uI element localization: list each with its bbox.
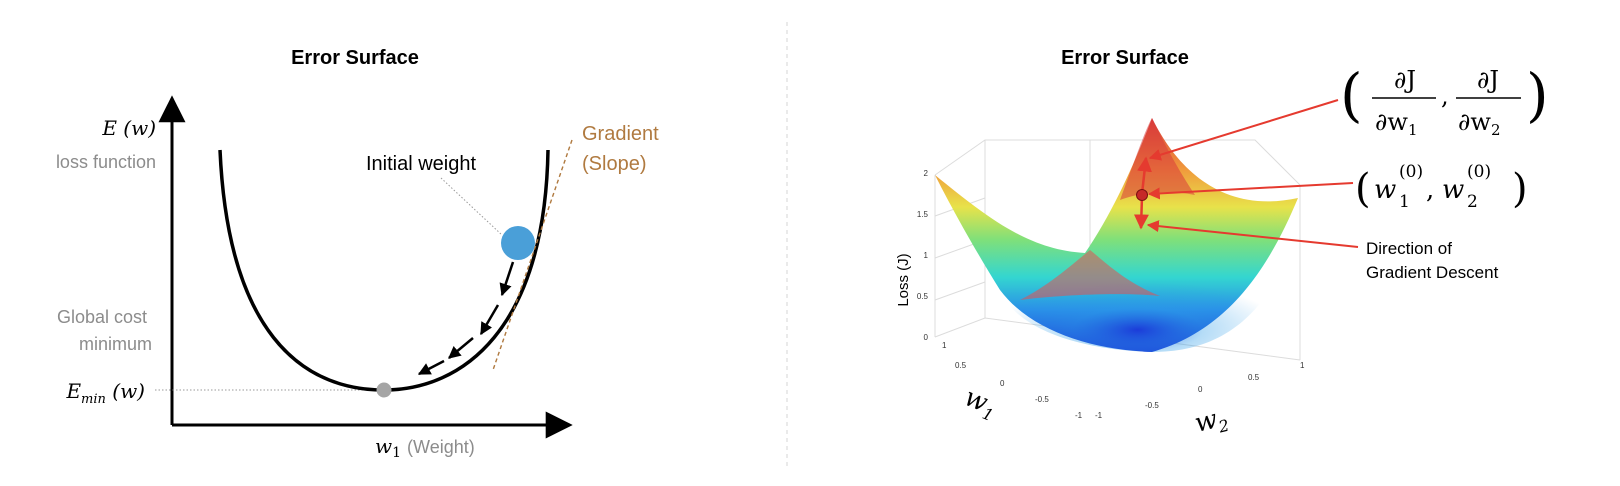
emin-symbol: E <box>65 379 81 403</box>
w2-tick: 0 <box>1198 385 1203 394</box>
point-w2-sub: 2 <box>1467 192 1478 212</box>
w1-tick: -1 <box>1075 411 1083 420</box>
z-axis-label: Loss (J) <box>895 253 912 306</box>
w2-symbol: w <box>1192 404 1221 438</box>
y-axis-label: loss function <box>56 152 156 172</box>
z-tick: 1.5 <box>917 210 929 219</box>
point-w1: w <box>1374 175 1396 205</box>
gradient-label: Gradient (Slope) <box>582 123 664 175</box>
initial-point <box>1136 189 1148 201</box>
partial-den-2: ∂w2 <box>1458 108 1501 139</box>
w1-tick: 0.5 <box>955 361 967 370</box>
w2-tick: 1 <box>1300 361 1305 370</box>
left-title: Error Surface <box>291 47 419 69</box>
gradient-slope-line <box>492 139 573 371</box>
surface-bowl <box>1005 263 1270 352</box>
global-min-label: Global cost minimum <box>57 307 152 354</box>
emin-arg: (w) <box>106 379 145 403</box>
descent-down-arrow <box>1133 195 1149 230</box>
initial-weight-label: Initial weight <box>366 153 477 175</box>
point-formula: ( w (0) 1 , w (0) 2 ) <box>1355 162 1528 212</box>
point-w2-var: w <box>1442 175 1464 205</box>
descent-callout-arrow <box>1146 220 1359 248</box>
z-axis: 0 0.5 1 1.5 2 Loss (J) <box>895 169 929 342</box>
point-callout-arrow <box>1147 182 1354 200</box>
global-min-line-2: minimum <box>79 334 152 354</box>
w1-tick: 1 <box>942 341 947 350</box>
surface-back-peak <box>1120 118 1195 200</box>
x-axis-weight: (Weight) <box>407 437 475 457</box>
point-w2: w <box>1442 175 1464 205</box>
x-axis-label: w1 (Weight) <box>375 434 475 461</box>
z-tick: 0.5 <box>917 292 929 301</box>
w1-label: w1 <box>959 382 1001 425</box>
emin-label: Emin (w) <box>65 379 145 407</box>
w1-axis: 1 0.5 0 -0.5 -1 w1 <box>942 341 1083 425</box>
formula-paren-left: ( <box>1340 61 1363 129</box>
w2-label: w2 <box>1192 402 1231 442</box>
initial-weight-ball <box>501 226 535 260</box>
w2-tick: -1 <box>1095 411 1103 420</box>
partial-den-2-var: ∂w <box>1458 108 1491 136</box>
w2-tick: 0.5 <box>1248 373 1260 382</box>
z-tick: 1 <box>924 251 929 260</box>
point-w2-sup: (0) <box>1467 162 1491 182</box>
w2-axis: -1 -0.5 0 0.5 1 w2 <box>1095 361 1305 442</box>
partial-num-2: ∂J <box>1477 66 1499 94</box>
partial-den-1-var: ∂w <box>1375 108 1408 136</box>
descent-arrow-4 <box>417 359 445 376</box>
point-paren-right: ) <box>1512 166 1528 212</box>
z-tick: 2 <box>924 169 929 178</box>
direction-line-1: Direction of <box>1366 239 1452 258</box>
gradient-callout-arrow <box>1148 99 1339 161</box>
partial-num-1: ∂J <box>1394 66 1416 94</box>
w1-tick: 0 <box>1000 379 1005 388</box>
descent-arrow-3 <box>448 337 474 359</box>
global-min-dot <box>376 382 392 398</box>
formula-comma: , <box>1441 82 1449 110</box>
w2-subscript: 2 <box>1216 416 1231 437</box>
z-tick: 0 <box>924 333 929 342</box>
surface-front-ridge <box>1020 250 1160 300</box>
point-comma: , <box>1426 175 1434 205</box>
direction-line-2: Gradient Descent <box>1366 263 1499 282</box>
right-title: Error Surface <box>1061 47 1189 69</box>
formula-paren-right: ) <box>1526 61 1549 129</box>
descent-arrow-2 <box>479 304 500 336</box>
global-min-line-1: Global cost <box>57 307 147 327</box>
point-w1-sup: (0) <box>1399 162 1423 182</box>
y-axis-symbol: E (w) <box>101 116 156 140</box>
direction-label: Direction of Gradient Descent <box>1366 239 1499 282</box>
left-panel: Error Surface E (w) loss function Global… <box>56 47 664 461</box>
gradient-line-2: (Slope) <box>582 153 646 175</box>
partial-den-1: ∂w1 <box>1375 108 1418 139</box>
point-paren-left: ( <box>1355 166 1371 212</box>
w1-tick: -0.5 <box>1035 395 1049 404</box>
w2-tick: -0.5 <box>1145 401 1159 410</box>
gradient-formula: ( ∂J ∂w1 , ∂J ∂w2 ) <box>1340 61 1549 139</box>
gradient-up-arrow <box>1137 156 1152 195</box>
gradient-line-1: Gradient <box>582 123 659 145</box>
partial-den-2-sub: 2 <box>1491 121 1501 139</box>
right-panel: Error Surface 0 0.5 1 1.5 2 Loss (J) <box>895 47 1549 442</box>
x-axis-sub: 1 <box>392 445 401 461</box>
partial-den-1-sub: 1 <box>1408 121 1418 139</box>
initial-weight-leader <box>440 177 503 236</box>
point-w1-var: w <box>1374 175 1396 205</box>
descent-arrow-1 <box>499 261 515 297</box>
point-w1-sub: 1 <box>1399 192 1410 212</box>
emin-sub: min <box>81 392 106 407</box>
x-axis-symbol: w <box>375 434 392 458</box>
